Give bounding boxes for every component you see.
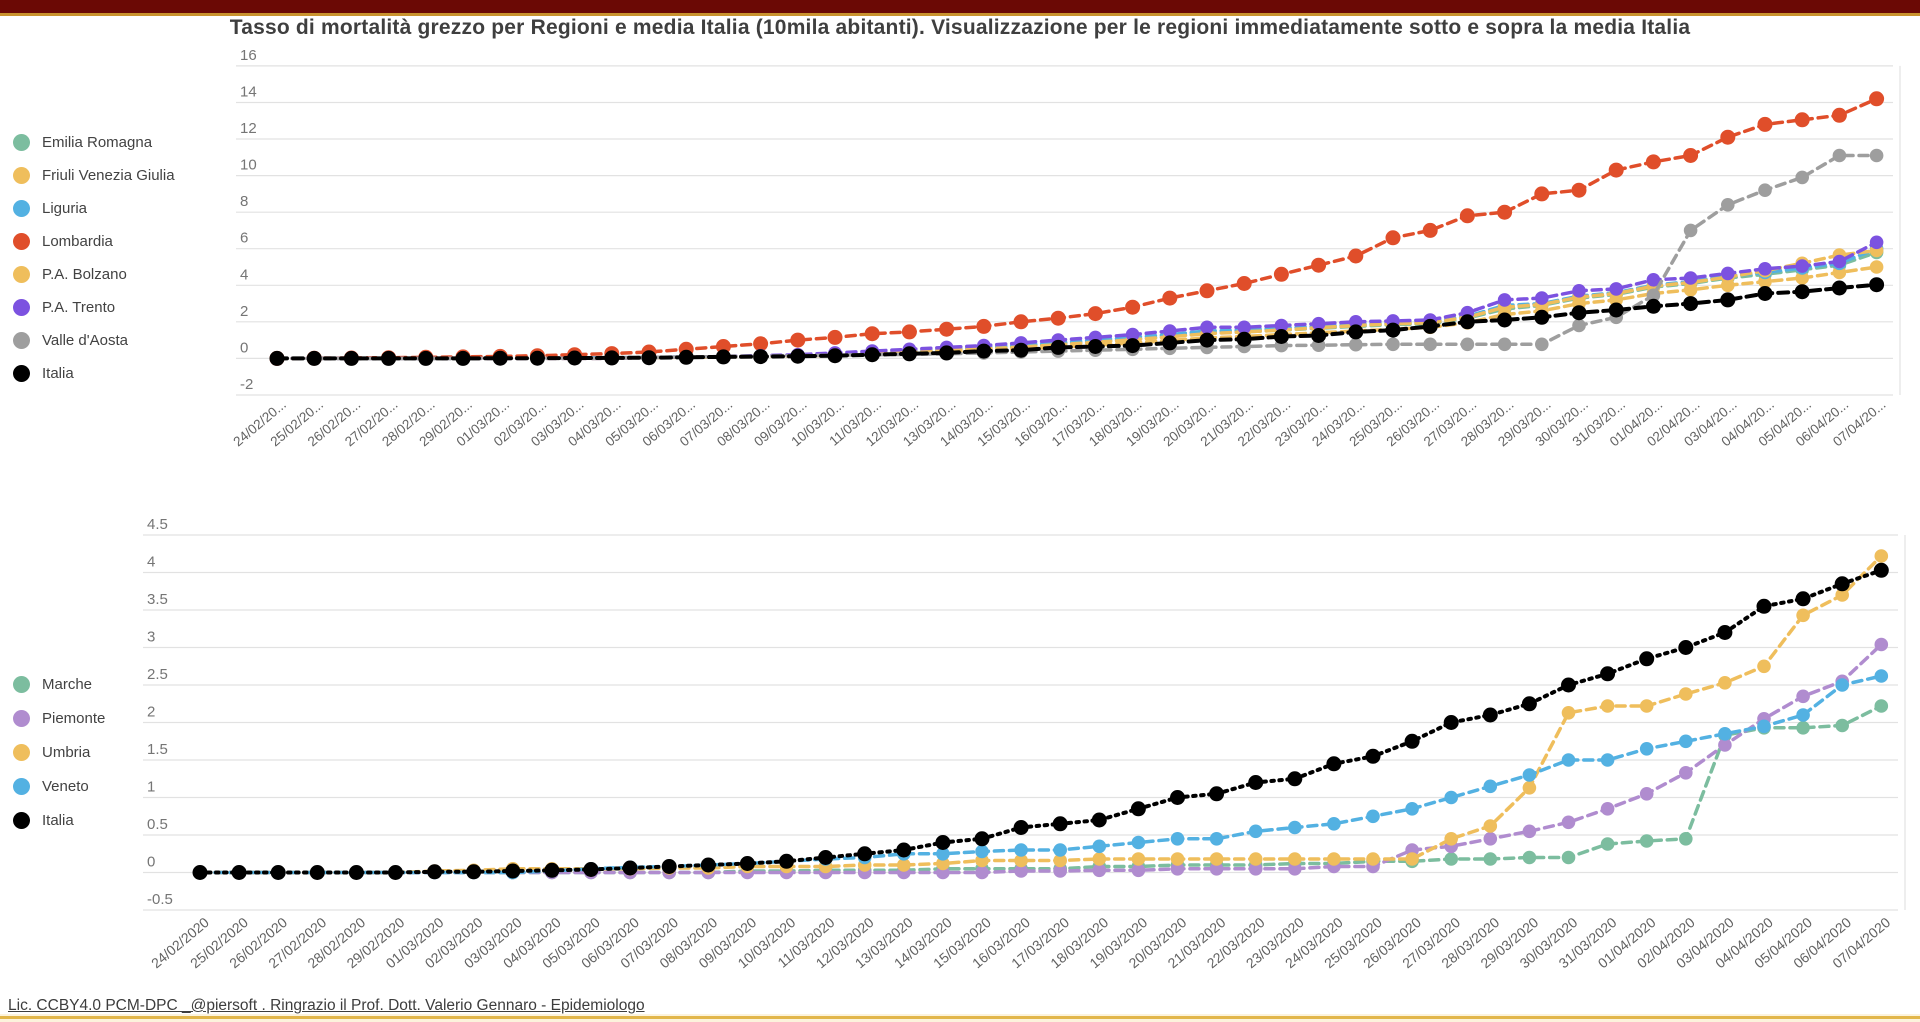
legend-label: Italia xyxy=(42,364,74,382)
legend-swatch-icon xyxy=(13,232,30,250)
series-umbria xyxy=(193,549,1889,880)
legend-label: P.A. Trento xyxy=(42,298,116,316)
series-marche xyxy=(193,699,1889,880)
legend-label: Valle d'Aosta xyxy=(42,331,128,349)
legend-item-marche[interactable]: Marche xyxy=(13,675,105,693)
y-axis-label: 4 xyxy=(147,554,155,571)
legend-item-italia[interactable]: Italia xyxy=(13,811,105,829)
legend-swatch-icon xyxy=(13,199,30,217)
legend-label: Italia xyxy=(42,811,74,829)
gold-accent-line xyxy=(0,13,1920,16)
legend-item-emilia-romagna[interactable]: Emilia Romagna xyxy=(13,133,175,151)
x-axis-labels: 24/02/202025/02/202026/02/202027/02/2020… xyxy=(148,914,1893,971)
legend-item-friuli-venezia-giulia[interactable]: Friuli Venezia Giulia xyxy=(13,166,175,184)
legend-label: Umbria xyxy=(42,743,91,761)
bottom-chart: 4.5 4 3.5 3 2.5 2 1.5 1 0.5 0 -0.5 24/02/202025/02/… xyxy=(143,516,1906,971)
y-axis-label: 1 xyxy=(147,779,155,796)
legend-bottom-chart: Marche Piemonte Umbria Veneto Italia xyxy=(13,675,105,845)
legend-label: Veneto xyxy=(42,777,89,795)
legend-item-p-a-bolzano[interactable]: P.A. Bolzano xyxy=(13,265,175,283)
y-axis-label: 1.5 xyxy=(147,741,168,758)
legend-swatch-icon xyxy=(13,675,30,693)
legend-swatch-icon xyxy=(13,777,30,795)
legend-item-p-a-trento[interactable]: P.A. Trento xyxy=(13,298,175,316)
bottom-cream-strip xyxy=(0,1014,1920,1022)
y-axis-label: 12 xyxy=(240,120,257,137)
legend-item-italia[interactable]: Italia xyxy=(13,364,175,382)
legend-swatch-icon xyxy=(13,166,30,184)
y-axis-label: 0 xyxy=(147,854,155,871)
top-maroon-bar xyxy=(0,0,1920,13)
y-axis-label: 4 xyxy=(240,266,248,283)
legend-label: Friuli Venezia Giulia xyxy=(42,166,175,184)
y-axis-label: 3 xyxy=(147,629,155,646)
y-axis-label: 4.5 xyxy=(147,516,168,533)
gridlines: 16 14 12 10 8 6 4 2 0 -2 xyxy=(236,47,1901,396)
y-axis-label: 8 xyxy=(240,193,248,210)
series-italia xyxy=(269,277,1885,366)
series-lombardia xyxy=(269,91,1885,366)
legend-item-lombardia[interactable]: Lombardia xyxy=(13,232,175,250)
y-axis-label: 10 xyxy=(240,157,257,174)
y-axis-label: 2 xyxy=(147,704,155,721)
legend-swatch-icon xyxy=(13,364,30,382)
legend-swatch-icon xyxy=(13,709,30,727)
y-axis-label: 0 xyxy=(240,339,248,356)
legend-item-veneto[interactable]: Veneto xyxy=(13,777,105,795)
legend-swatch-icon xyxy=(13,133,30,151)
legend-swatch-icon xyxy=(13,811,30,829)
series-piemonte xyxy=(193,637,1889,880)
y-axis-label: 16 xyxy=(240,47,257,64)
x-axis-labels: 24/02/20...25/02/20...26/02/20...27/02/2… xyxy=(230,397,1888,450)
y-axis-label: 14 xyxy=(240,84,257,101)
legend-label: Marche xyxy=(42,675,93,693)
y-axis-label: 0.5 xyxy=(147,816,168,833)
legend-label: Piemonte xyxy=(42,709,106,727)
legend-swatch-icon xyxy=(13,298,30,316)
legend-item-piemonte[interactable]: Piemonte xyxy=(13,709,105,727)
series-veneto xyxy=(193,669,1889,880)
page-title: Tasso di mortalità grezzo per Regioni e … xyxy=(229,16,1691,39)
legend-label: P.A. Bolzano xyxy=(42,265,127,283)
legend-swatch-icon xyxy=(13,331,30,349)
y-axis-label: 2 xyxy=(240,303,248,320)
bottom-gold-line xyxy=(0,1016,1920,1019)
series-valle-d-aosta xyxy=(270,148,1884,366)
legend-label: Emilia Romagna xyxy=(42,133,153,151)
legend-swatch-icon xyxy=(13,743,30,761)
y-axis-label: 2.5 xyxy=(147,666,168,683)
legend-top-chart: Emilia Romagna Friuli Venezia Giulia Ligur… xyxy=(13,133,175,397)
top-chart: 16 14 12 10 8 6 4 2 0 -2 24/02/20...25/02/20...26/… xyxy=(230,47,1901,450)
legend-item-umbria[interactable]: Umbria xyxy=(13,743,105,761)
legend-item-liguria[interactable]: Liguria xyxy=(13,199,175,217)
legend-swatch-icon xyxy=(13,265,30,283)
legend-label: Liguria xyxy=(42,199,88,217)
legend-label: Lombardia xyxy=(42,232,113,250)
y-axis-label: -2 xyxy=(240,376,253,393)
y-axis-label: 3.5 xyxy=(147,591,168,608)
legend-item-valle-d-aosta[interactable]: Valle d'Aosta xyxy=(13,331,175,349)
license-credit-link[interactable]: Lic. CCBY4.0 PCM-DPC _@piersoft . Ringra… xyxy=(8,997,645,1014)
series-italia xyxy=(192,562,1889,880)
y-axis-label: 6 xyxy=(240,230,248,247)
y-axis-label: -0.5 xyxy=(147,891,173,908)
